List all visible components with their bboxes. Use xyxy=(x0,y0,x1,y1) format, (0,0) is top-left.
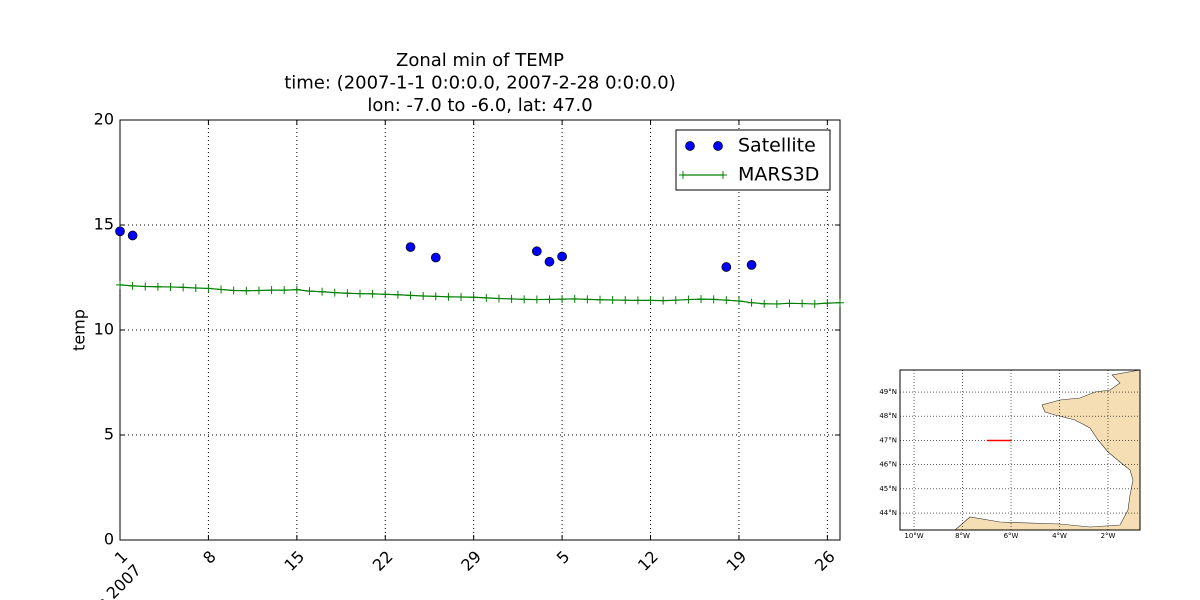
point xyxy=(405,242,416,252)
map-y-tick-label: 48°N xyxy=(879,412,897,420)
plus-marker xyxy=(292,285,301,294)
plus-marker xyxy=(596,295,604,304)
plus-marker xyxy=(343,289,352,298)
plus-marker xyxy=(709,295,718,304)
y-tick-label: 20 xyxy=(94,110,114,129)
plus-marker xyxy=(507,294,516,303)
plus-marker xyxy=(330,288,339,297)
series-line xyxy=(119,284,841,305)
plus-marker xyxy=(494,294,503,303)
legend-marker xyxy=(685,141,695,151)
plus-marker xyxy=(520,295,529,304)
plus-marker xyxy=(153,282,162,291)
point xyxy=(746,260,757,270)
plus-marker xyxy=(204,284,213,293)
plus-marker xyxy=(608,295,617,304)
plus-marker xyxy=(684,295,693,304)
plus-marker xyxy=(785,299,794,308)
chart-title: time: (2007-1-1 0:0:0.0, 2007-2-28 0:0:0… xyxy=(284,73,676,94)
plus-marker xyxy=(671,296,680,305)
map-x-tick-label: 8°W xyxy=(955,532,970,540)
plus-marker xyxy=(368,289,377,298)
map-y-tick-label: 49°N xyxy=(879,388,897,396)
plus-marker xyxy=(722,296,731,305)
plus-marker xyxy=(823,299,832,308)
map-y-tick-label: 45°N xyxy=(879,485,897,493)
y-tick-label: 5 xyxy=(104,425,114,444)
plus-marker xyxy=(570,294,579,303)
plus-marker xyxy=(760,299,769,308)
y-tick-label: 0 xyxy=(104,530,114,549)
legend-label: MARS3D xyxy=(738,164,819,186)
y-tick-label: 10 xyxy=(94,320,114,339)
plus-marker xyxy=(583,295,592,304)
plus-marker xyxy=(444,292,453,301)
plus-marker xyxy=(406,291,415,300)
y-axis-label: temp xyxy=(70,309,89,351)
plus-marker xyxy=(141,282,150,291)
plus-marker xyxy=(457,293,466,302)
map-x-tick-label: 10°W xyxy=(904,532,923,540)
plus-marker xyxy=(166,282,175,291)
plus-marker xyxy=(621,296,630,305)
plus-marker xyxy=(772,299,781,308)
legend-box xyxy=(675,129,831,191)
chart-title: lon: -7.0 to -6.0, lat: 47.0 xyxy=(367,95,592,116)
plus-marker xyxy=(356,289,364,298)
plus-marker xyxy=(318,287,327,296)
map-frame xyxy=(899,369,1141,531)
point xyxy=(127,230,138,241)
plus-marker xyxy=(128,281,137,290)
legend-marker xyxy=(679,171,727,179)
map-x-tick-label: 2°W xyxy=(1101,532,1116,540)
plus-marker xyxy=(469,293,478,302)
map-y-tick-label: 46°N xyxy=(879,461,897,469)
plus-marker xyxy=(532,295,541,304)
point xyxy=(531,246,542,257)
plus-marker xyxy=(545,295,554,304)
plus-marker xyxy=(179,283,188,292)
map-x-tick-label: 4°W xyxy=(1052,532,1067,540)
map-y-tick-label: 47°N xyxy=(879,436,897,444)
plus-marker xyxy=(217,285,226,294)
plus-marker xyxy=(419,291,428,300)
plus-marker xyxy=(798,299,807,308)
plus-marker xyxy=(116,280,124,289)
y-tick-label: 15 xyxy=(94,215,114,234)
plus-marker xyxy=(810,299,819,308)
point xyxy=(115,226,125,237)
plus-marker xyxy=(747,298,756,307)
plus-marker xyxy=(431,292,440,301)
point xyxy=(721,262,732,272)
plus-marker xyxy=(697,295,706,304)
plus-marker xyxy=(191,284,200,292)
plus-marker xyxy=(381,290,390,299)
plus-marker xyxy=(734,297,743,306)
point xyxy=(557,251,567,262)
map-x-tick-label: 6°W xyxy=(1004,532,1019,540)
plus-marker xyxy=(229,286,238,295)
legend-marker xyxy=(713,141,723,151)
plus-marker xyxy=(558,295,567,304)
chart-title: Zonal min of TEMP xyxy=(396,50,564,71)
plus-marker xyxy=(305,287,314,296)
point xyxy=(544,256,555,267)
plus-marker xyxy=(242,286,251,295)
point xyxy=(430,252,441,263)
plus-marker xyxy=(393,290,402,299)
plus-marker xyxy=(646,296,655,305)
plus-marker xyxy=(836,298,844,307)
plus-marker xyxy=(280,286,289,295)
legend-label: Satellite xyxy=(738,135,816,157)
plus-marker xyxy=(267,286,276,295)
plus-marker xyxy=(482,293,491,302)
plot-frame xyxy=(119,119,841,541)
map-y-tick-label: 44°N xyxy=(879,509,897,517)
plus-marker xyxy=(633,296,642,305)
plus-marker xyxy=(659,296,668,305)
plus-marker xyxy=(254,286,263,295)
